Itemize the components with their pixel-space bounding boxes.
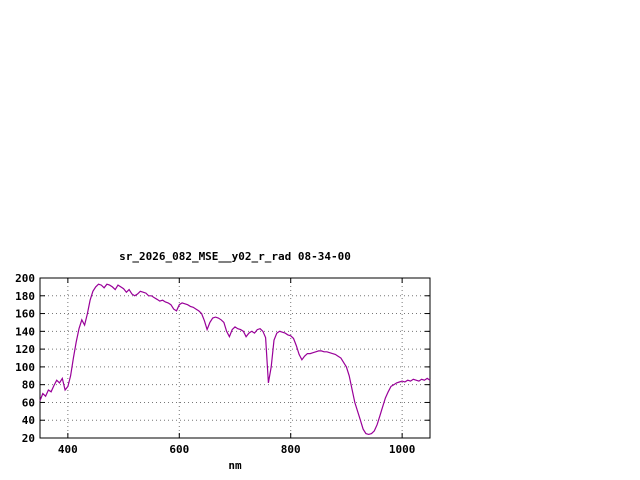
y-tick-label: 200 xyxy=(15,272,35,285)
series-spectral-radiance xyxy=(39,283,431,436)
plot-border xyxy=(39,277,431,439)
y-tick-label: 100 xyxy=(15,361,35,374)
y-tick-label: 140 xyxy=(15,325,35,338)
y-tick-label: 180 xyxy=(15,290,35,303)
x-tick-label: 1000 xyxy=(389,443,416,456)
y-tick-label: 20 xyxy=(22,432,35,445)
x-tick-label: 800 xyxy=(281,443,301,456)
x-axis-label: nm xyxy=(228,459,242,472)
y-tick-label: 120 xyxy=(15,343,35,356)
y-tick-label: 80 xyxy=(22,379,35,392)
x-tick-label: 600 xyxy=(169,443,189,456)
y-tick-label: 60 xyxy=(22,396,35,409)
y-tick-label: 160 xyxy=(15,308,35,321)
y-tick-label: 40 xyxy=(22,414,35,427)
x-tick-label: 400 xyxy=(58,443,78,456)
chart-title: sr_2026_082_MSE__y02_r_rad 08-34-00 xyxy=(119,250,351,263)
